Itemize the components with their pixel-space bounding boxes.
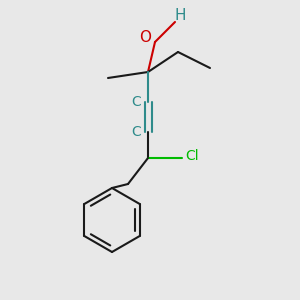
Text: C: C <box>131 125 141 139</box>
Text: C: C <box>131 95 141 109</box>
Text: Cl: Cl <box>185 149 199 163</box>
Text: O: O <box>139 29 151 44</box>
Text: H: H <box>174 8 186 23</box>
